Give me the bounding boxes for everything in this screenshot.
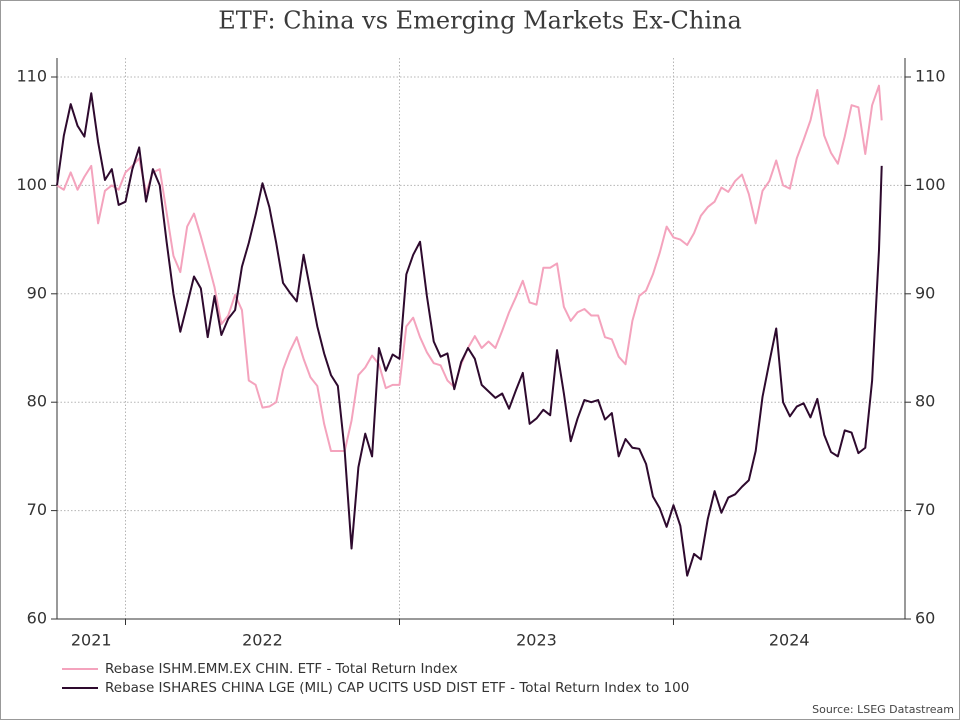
y2-tick-label: 70 (915, 500, 935, 519)
legend-label: Rebase ISHARES CHINA LGE (MIL) CAP UCITS… (105, 680, 689, 696)
y-tick-label: 80 (27, 392, 47, 411)
y-tick-label: 60 (27, 609, 47, 628)
y2-tick-label: 100 (915, 175, 946, 194)
y2-tick-label: 80 (915, 392, 935, 411)
x-tick-label: 2024 (769, 631, 810, 650)
series-line (56, 84, 883, 452)
legend-label: Rebase ISHM.EMM.EX CHIN. ETF - Total Ret… (105, 661, 458, 677)
y2-tick-label: 60 (915, 609, 935, 628)
y-tick-label: 90 (27, 283, 47, 302)
x-tick-label: 2023 (516, 631, 557, 650)
y2-tick-label: 90 (915, 283, 935, 302)
series-line (56, 92, 883, 577)
y-tick-label: 110 (16, 67, 47, 86)
x-tick-label: 2021 (71, 631, 112, 650)
y2-tick-label: 110 (915, 67, 946, 86)
source: Source: LSEG Datastream (812, 703, 954, 716)
y-tick-label: 100 (16, 175, 47, 194)
chart-title: ETF: China vs Emerging Markets Ex-China (218, 7, 742, 35)
y-tick-label: 70 (27, 500, 47, 519)
x-tick-label: 2022 (242, 631, 283, 650)
